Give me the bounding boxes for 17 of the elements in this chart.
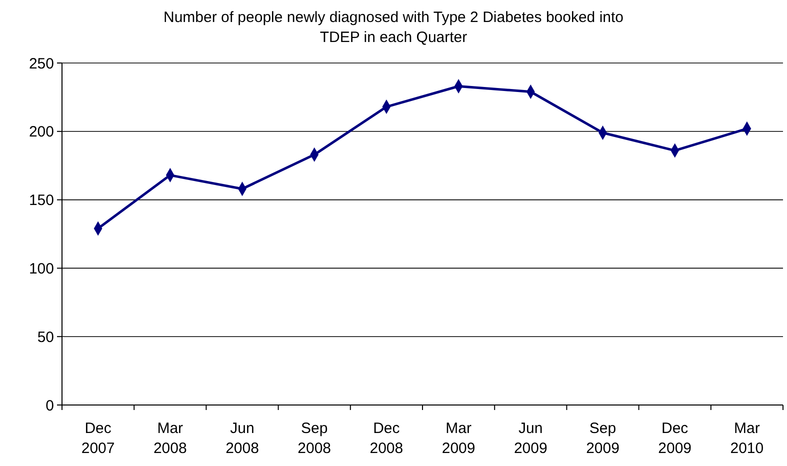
x-tick-label: Jun 2008 — [226, 420, 259, 457]
x-tick-label: Jun 2009 — [514, 420, 548, 457]
y-tick-label: 150 — [28, 192, 54, 210]
chart-title: Number of people newly diagnosed with Type 2 Diabetes booked into TDEP in each Quarter — [163, 9, 624, 46]
x-tick-label: Mar 2009 — [442, 420, 476, 457]
y-tick-label: 100 — [28, 260, 54, 278]
x-tick-label: Sep 2008 — [298, 420, 332, 457]
x-tick-label: Sep 2009 — [586, 420, 620, 457]
x-tick-label: Dec 2009 — [658, 420, 692, 457]
x-tick-label: Mar 2008 — [153, 420, 187, 457]
y-tick-label: 200 — [28, 124, 54, 141]
x-tick-label: Dec 2008 — [370, 420, 404, 457]
x-tick-label: Dec 2007 — [81, 420, 115, 457]
y-tick-label: 250 — [28, 55, 54, 72]
y-tick-label: 0 — [46, 397, 54, 414]
x-tick-label: Mar 2010 — [730, 420, 764, 457]
y-tick-label: 50 — [37, 328, 54, 346]
